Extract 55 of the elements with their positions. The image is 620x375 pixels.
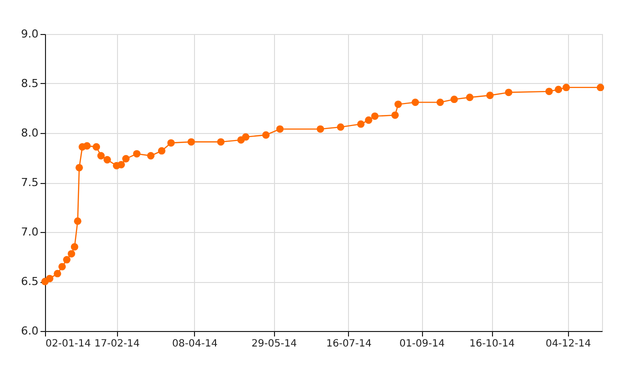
x-tick-label: 17-02-14 [94, 338, 140, 350]
y-tick-label: 6.5 [21, 275, 38, 288]
y-tick-label: 8.0 [21, 126, 38, 140]
point [104, 156, 111, 164]
point [504, 88, 512, 96]
point [158, 147, 166, 155]
point [562, 84, 570, 92]
x-tick-label: 02-01-14 [46, 338, 91, 350]
point [122, 155, 130, 162]
point [188, 138, 195, 146]
x-tick-label: 04-12-14 [546, 338, 591, 350]
y-tick-label: 6.0 [21, 324, 38, 338]
point [217, 138, 225, 146]
point [596, 84, 604, 92]
y-tick-label: 8.5 [21, 77, 38, 90]
point [364, 116, 372, 124]
point [242, 133, 250, 141]
point [74, 217, 82, 225]
point [436, 98, 444, 106]
y-tick-label: 7.5 [21, 176, 38, 189]
point [450, 96, 458, 104]
point [70, 243, 78, 251]
point [357, 120, 365, 128]
point [371, 112, 379, 120]
point [133, 150, 141, 158]
point [58, 262, 66, 270]
point [276, 125, 284, 133]
point [466, 94, 474, 102]
point [118, 160, 125, 168]
point [68, 250, 76, 258]
x-tick-label: 01-09-14 [399, 338, 445, 350]
point [391, 111, 399, 119]
point [92, 143, 100, 151]
point [412, 98, 420, 106]
x-tick-label: 08-04-14 [172, 338, 218, 350]
point [54, 270, 62, 278]
point [83, 142, 91, 150]
point [554, 86, 562, 94]
point [63, 256, 70, 264]
x-tick-label: 16-07-14 [326, 338, 372, 350]
point [394, 100, 402, 108]
point [486, 92, 494, 100]
point [545, 88, 553, 96]
point [76, 164, 83, 172]
x-tick-label: 29-05-14 [252, 338, 297, 350]
point [316, 125, 324, 133]
point [167, 139, 175, 147]
point [46, 274, 54, 282]
x-tick-label: 16-10-14 [469, 338, 515, 350]
point [336, 123, 344, 131]
point [262, 131, 270, 139]
y-tick-label: 9.0 [21, 28, 38, 40]
point [97, 152, 105, 160]
point [147, 152, 155, 160]
y-tick-label: 7.0 [21, 226, 38, 238]
